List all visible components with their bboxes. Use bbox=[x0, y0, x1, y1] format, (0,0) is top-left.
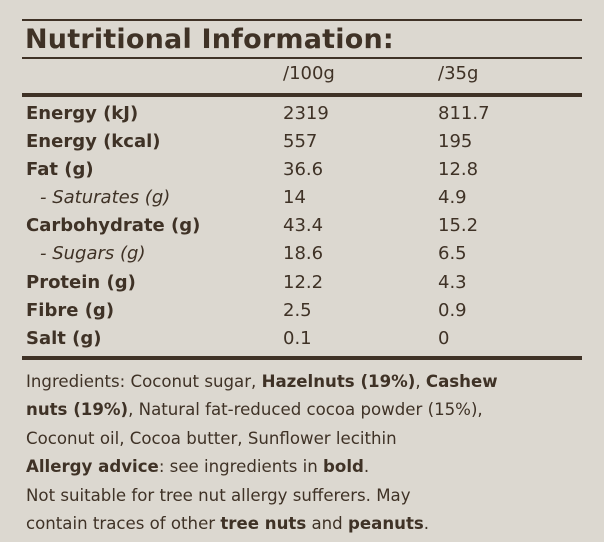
table-row: Salt (g) 0.1 0 bbox=[0, 325, 604, 353]
page-title: Nutritional Information: bbox=[25, 24, 394, 55]
column-header-per-100g: /100g bbox=[283, 63, 335, 84]
table-row: Fat (g) 36.6 12.8 bbox=[0, 156, 604, 184]
allergen-cashew: Cashew bbox=[425, 372, 498, 391]
value-per-100g: 557 bbox=[283, 131, 318, 153]
ingredients-line: Coconut oil, Cocoa butter, Sunflower lec… bbox=[26, 428, 397, 448]
top-rule bbox=[22, 19, 582, 21]
table-row: - Sugars (g) 18.6 6.5 bbox=[0, 240, 604, 268]
value-per-100g: 18.6 bbox=[283, 243, 324, 265]
ingredients-text: , Natural fat-reduced cocoa powder (15%)… bbox=[128, 400, 483, 420]
row-label: Protein (g) bbox=[26, 271, 136, 293]
header-rule bbox=[22, 93, 582, 97]
table-row: Energy (kJ) 2319 811.7 bbox=[0, 100, 604, 128]
allergy-advice-text: : see ingredients in bbox=[158, 457, 324, 477]
allergen-tree-nuts: tree nuts bbox=[220, 514, 307, 534]
allergy-advice-line: Allergy advice: see ingredients in bold. bbox=[26, 453, 596, 481]
warning-text: contain traces of other bbox=[26, 514, 221, 534]
allergen-cashew: nuts (19%) bbox=[26, 400, 129, 420]
table-row: Energy (kcal) 557 195 bbox=[0, 128, 604, 156]
allergy-advice-text: . bbox=[363, 457, 370, 477]
value-per-35g: 12.8 bbox=[438, 159, 479, 181]
table-row: Protein (g) 12.2 4.3 bbox=[0, 269, 604, 297]
nutrition-table: Energy (kJ) 2319 811.7 Energy (kcal) 557… bbox=[0, 100, 604, 353]
value-per-35g: 4.9 bbox=[438, 187, 467, 209]
table-row: - Saturates (g) 14 4.9 bbox=[0, 184, 604, 212]
value-per-35g: 6.5 bbox=[438, 243, 467, 265]
allergy-advice-bold: bold bbox=[323, 457, 364, 477]
ingredients-block: Ingredients: Coconut sugar, Hazelnuts (1… bbox=[26, 368, 596, 538]
row-label: Energy (kJ) bbox=[26, 103, 139, 124]
warning-text: . bbox=[423, 514, 430, 534]
ingredients-text: , bbox=[415, 372, 426, 391]
row-label: Fat (g) bbox=[26, 159, 94, 181]
value-per-35g: 0.9 bbox=[438, 299, 467, 321]
row-label: Fibre (g) bbox=[26, 299, 115, 321]
value-per-35g: 195 bbox=[438, 131, 473, 153]
title-rule bbox=[22, 57, 582, 59]
ingredients-text: Ingredients: Coconut sugar, bbox=[26, 372, 262, 391]
ingredients-line: Ingredients: Coconut sugar, Hazelnuts (1… bbox=[26, 368, 596, 396]
value-per-100g: 2.5 bbox=[283, 299, 312, 321]
table-row: Fibre (g) 2.5 0.9 bbox=[0, 297, 604, 325]
value-per-35g: 15.2 bbox=[438, 215, 479, 237]
ingredients-line: nuts (19%), Natural fat-reduced cocoa po… bbox=[26, 396, 596, 424]
value-per-100g: 43.4 bbox=[283, 215, 324, 237]
allergen-hazelnuts: Hazelnuts (19%) bbox=[261, 372, 416, 391]
value-per-35g: 4.3 bbox=[438, 271, 467, 293]
warning-line: contain traces of other tree nuts and pe… bbox=[26, 510, 596, 538]
allergen-peanuts: peanuts bbox=[348, 514, 424, 534]
warning-text: and bbox=[306, 514, 348, 534]
row-label: Energy (kcal) bbox=[26, 131, 161, 153]
table-bottom-rule bbox=[22, 356, 582, 360]
value-per-100g: 12.2 bbox=[283, 271, 324, 293]
value-per-100g: 14 bbox=[283, 187, 306, 209]
row-label: - Sugars (g) bbox=[40, 243, 146, 265]
row-label: Salt (g) bbox=[26, 327, 102, 349]
table-row: Carbohydrate (g) 43.4 15.2 bbox=[0, 212, 604, 240]
warning-line: Not suitable for tree nut allergy suffer… bbox=[26, 485, 411, 505]
row-label: Carbohydrate (g) bbox=[26, 215, 201, 237]
column-header-per-35g: /35g bbox=[438, 63, 479, 84]
value-per-100g: 2319 bbox=[283, 103, 329, 124]
value-per-100g: 36.6 bbox=[283, 159, 324, 181]
value-per-35g: 811.7 bbox=[438, 103, 490, 124]
value-per-100g: 0.1 bbox=[283, 327, 312, 349]
row-label: - Saturates (g) bbox=[40, 187, 171, 209]
value-per-35g: 0 bbox=[438, 327, 450, 349]
allergy-advice-label: Allergy advice bbox=[26, 457, 159, 477]
